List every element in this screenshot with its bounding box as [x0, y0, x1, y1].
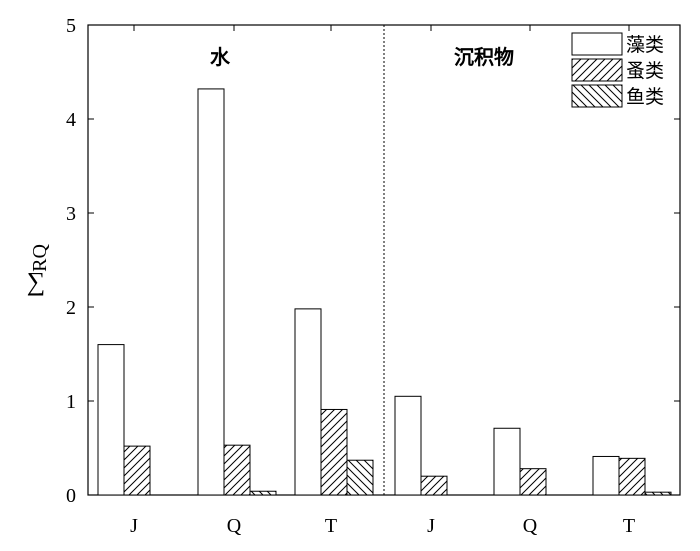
y-tick-label: 0	[66, 485, 76, 507]
bar-蚤类-4	[519, 468, 547, 496]
y-axis-title-sub: RQ	[29, 244, 51, 272]
y-axis-title: ∑ RQ	[27, 244, 51, 296]
x-tick-label: T	[325, 515, 337, 537]
y-tick-label: 5	[66, 15, 76, 37]
panel-label-water: 水	[210, 45, 231, 69]
x-tick-label: Q	[227, 515, 242, 537]
bar-藻类-3	[394, 395, 422, 496]
legend-label: 蚤类	[626, 60, 664, 82]
y-axis-title-symbol: ∑	[27, 267, 46, 296]
x-tick-label: J	[427, 515, 435, 537]
legend-swatch	[571, 58, 623, 82]
bar-藻类-0	[97, 344, 125, 496]
y-tick-label: 1	[66, 391, 76, 413]
y-tick-label: 3	[66, 203, 76, 225]
legend-label: 藻类	[626, 34, 664, 56]
bars	[97, 88, 672, 496]
legend-swatch	[571, 32, 623, 56]
x-tick-label: T	[623, 515, 635, 537]
bar-鱼类-1	[249, 490, 277, 496]
x-tick-label: J	[130, 515, 138, 537]
bar-藻类-1	[197, 88, 225, 496]
plot-area	[87, 24, 681, 496]
y-tick-label: 2	[66, 297, 76, 319]
bar-鱼类-2	[346, 459, 374, 496]
bar-蚤类-3	[420, 475, 448, 496]
panel-label-sediment: 沉积物	[454, 45, 514, 69]
bar-藻类-4	[493, 427, 521, 496]
bar-蚤类-1	[223, 444, 251, 496]
bar-鱼类-5	[644, 491, 672, 496]
legend-label: 鱼类	[626, 86, 664, 108]
bar-藻类-5	[592, 455, 620, 496]
y-tick-label: 4	[66, 109, 76, 131]
bar-蚤类-0	[123, 445, 151, 496]
legend-swatch	[571, 84, 623, 108]
y-axis: 0 1 2 3 4 5	[66, 15, 680, 507]
bar-蚤类-5	[618, 457, 646, 496]
bar-藻类-2	[294, 308, 322, 496]
x-tick-label: Q	[523, 515, 538, 537]
bar-蚤类-2	[320, 408, 348, 496]
